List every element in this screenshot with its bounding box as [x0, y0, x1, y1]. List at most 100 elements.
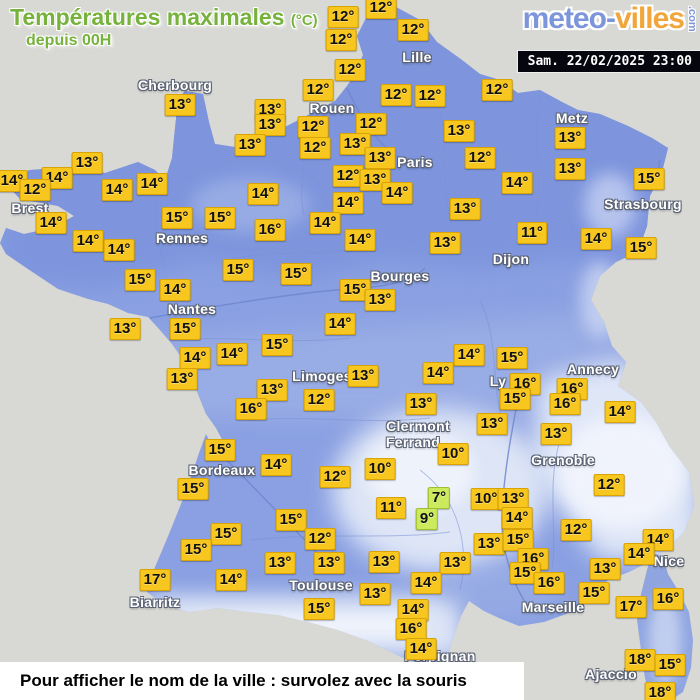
temp-label[interactable]: 13° — [359, 583, 391, 605]
city-label-ajaccio[interactable]: Ajaccio — [585, 666, 637, 682]
city-label-cherbourg[interactable]: Cherbourg — [137, 77, 213, 93]
temp-label[interactable]: 14° — [72, 230, 104, 252]
temp-label[interactable]: 13° — [109, 318, 141, 340]
temp-label[interactable]: 12° — [19, 179, 51, 201]
temp-label[interactable]: 15° — [339, 279, 371, 301]
temp-label[interactable]: 14° — [410, 572, 442, 594]
temp-label[interactable]: 13° — [364, 289, 396, 311]
temp-label[interactable]: 15° — [261, 334, 293, 356]
temp-label[interactable]: 15° — [280, 263, 312, 285]
temp-label[interactable]: 13° — [405, 393, 437, 415]
temp-label[interactable]: 12° — [327, 6, 359, 28]
temp-label[interactable]: 13° — [540, 423, 572, 445]
temp-label[interactable]: 12° — [365, 0, 397, 19]
temp-label[interactable]: 13° — [368, 551, 400, 573]
temp-label[interactable]: 12° — [303, 389, 335, 411]
temp-label[interactable]: 15° — [161, 207, 193, 229]
temp-label[interactable]: 10° — [437, 443, 469, 465]
temp-label[interactable]: 13° — [254, 114, 286, 136]
temp-label[interactable]: 7° — [427, 487, 451, 509]
city-label-dijon[interactable]: Dijon — [492, 251, 530, 267]
temp-label[interactable]: 13° — [256, 379, 288, 401]
temp-label[interactable]: 14° — [324, 313, 356, 335]
temp-label[interactable]: 13° — [339, 133, 371, 155]
temp-label[interactable]: 14° — [101, 179, 133, 201]
temp-label[interactable]: 15° — [625, 237, 657, 259]
temp-label[interactable]: 13° — [554, 127, 586, 149]
temp-label[interactable]: 16° — [235, 398, 267, 420]
temp-label[interactable]: 14° — [604, 401, 636, 423]
city-label-rennes[interactable]: Rennes — [155, 230, 209, 246]
temp-label[interactable]: 14° — [216, 343, 248, 365]
city-label-rouen[interactable]: Rouen — [309, 100, 355, 116]
temp-label[interactable]: 13° — [429, 232, 461, 254]
temp-label[interactable]: 15° — [169, 318, 201, 340]
temp-label[interactable]: 12° — [334, 59, 366, 81]
temp-label[interactable]: 13° — [473, 533, 505, 555]
temp-label[interactable]: 16° — [254, 219, 286, 241]
temp-label[interactable]: 14° — [381, 182, 413, 204]
temp-label[interactable]: 14° — [453, 344, 485, 366]
temp-label[interactable]: 15° — [124, 269, 156, 291]
temp-label[interactable]: 17° — [139, 569, 171, 591]
temp-label[interactable]: 12° — [464, 147, 496, 169]
city-label-bourges[interactable]: Bourges — [370, 268, 430, 284]
city-label-grenoble[interactable]: Grenoble — [531, 452, 595, 468]
city-label-paris[interactable]: Paris — [397, 154, 433, 170]
temp-label[interactable]: 14° — [623, 543, 655, 565]
temp-label[interactable]: 15° — [578, 582, 610, 604]
temp-label[interactable]: 12° — [325, 29, 357, 51]
temp-label[interactable]: 13° — [364, 147, 396, 169]
city-label-annecy[interactable]: Annecy — [566, 361, 620, 377]
temp-label[interactable]: 13° — [166, 368, 198, 390]
temp-label[interactable]: 13° — [313, 552, 345, 574]
temp-label[interactable]: 14° — [332, 192, 364, 214]
temp-label[interactable]: 14° — [580, 228, 612, 250]
temp-label[interactable]: 12° — [481, 79, 513, 101]
temp-label[interactable]: 15° — [499, 388, 531, 410]
temp-label[interactable]: 15° — [303, 598, 335, 620]
city-label-nice[interactable]: Nice — [653, 553, 685, 569]
temp-label[interactable]: 15° — [177, 478, 209, 500]
temp-label[interactable]: 12° — [304, 528, 336, 550]
city-label-ferrand[interactable]: Ferrand — [385, 434, 441, 450]
city-label-bordeaux[interactable]: Bordeaux — [188, 462, 256, 478]
city-label-biarritz[interactable]: Biarritz — [129, 594, 181, 610]
temp-label[interactable]: 11° — [376, 497, 406, 519]
city-label-lille[interactable]: Lille — [402, 49, 432, 65]
temp-label[interactable]: 14° — [501, 507, 533, 529]
temp-label[interactable]: 12° — [560, 519, 592, 541]
city-label-metz[interactable]: Metz — [555, 110, 589, 126]
temp-label[interactable]: 12° — [355, 113, 387, 135]
temp-label[interactable]: 11° — [517, 222, 547, 244]
temp-label[interactable]: 15° — [654, 654, 686, 676]
temp-label[interactable]: 15° — [204, 439, 236, 461]
temp-label[interactable]: 16° — [395, 618, 427, 640]
temp-label[interactable]: 14° — [159, 279, 191, 301]
meteo-villes-logo[interactable]: meteo-villes .com — [523, 2, 698, 36]
temp-label[interactable]: 12° — [297, 116, 329, 138]
temp-label[interactable]: 12° — [319, 466, 351, 488]
temp-label[interactable]: 13° — [264, 552, 296, 574]
temp-label[interactable]: 14° — [405, 638, 437, 660]
temp-label[interactable]: 16° — [533, 572, 565, 594]
city-label-marseille[interactable]: Marseille — [521, 599, 585, 615]
temp-label[interactable]: 13° — [71, 152, 103, 174]
city-label-strasbourg[interactable]: Strasbourg — [604, 196, 682, 212]
temp-label[interactable]: 14° — [422, 362, 454, 384]
temp-label[interactable]: 18° — [624, 649, 656, 671]
temp-label[interactable]: 15° — [275, 509, 307, 531]
temp-label[interactable]: 10° — [470, 488, 502, 510]
temp-label[interactable]: 14° — [260, 454, 292, 476]
temp-label[interactable]: 13° — [164, 94, 196, 116]
temp-label[interactable]: 9° — [415, 508, 439, 530]
temp-label[interactable]: 14° — [103, 239, 135, 261]
temp-label[interactable]: 13° — [589, 558, 621, 580]
temp-label[interactable]: 14° — [501, 172, 533, 194]
temp-label[interactable]: 14° — [215, 569, 247, 591]
temp-label[interactable]: 14° — [136, 173, 168, 195]
temp-label[interactable]: 15° — [633, 168, 665, 190]
temp-label[interactable]: 12° — [593, 474, 625, 496]
temp-label[interactable]: 14° — [344, 229, 376, 251]
temp-label[interactable]: 12° — [380, 84, 412, 106]
